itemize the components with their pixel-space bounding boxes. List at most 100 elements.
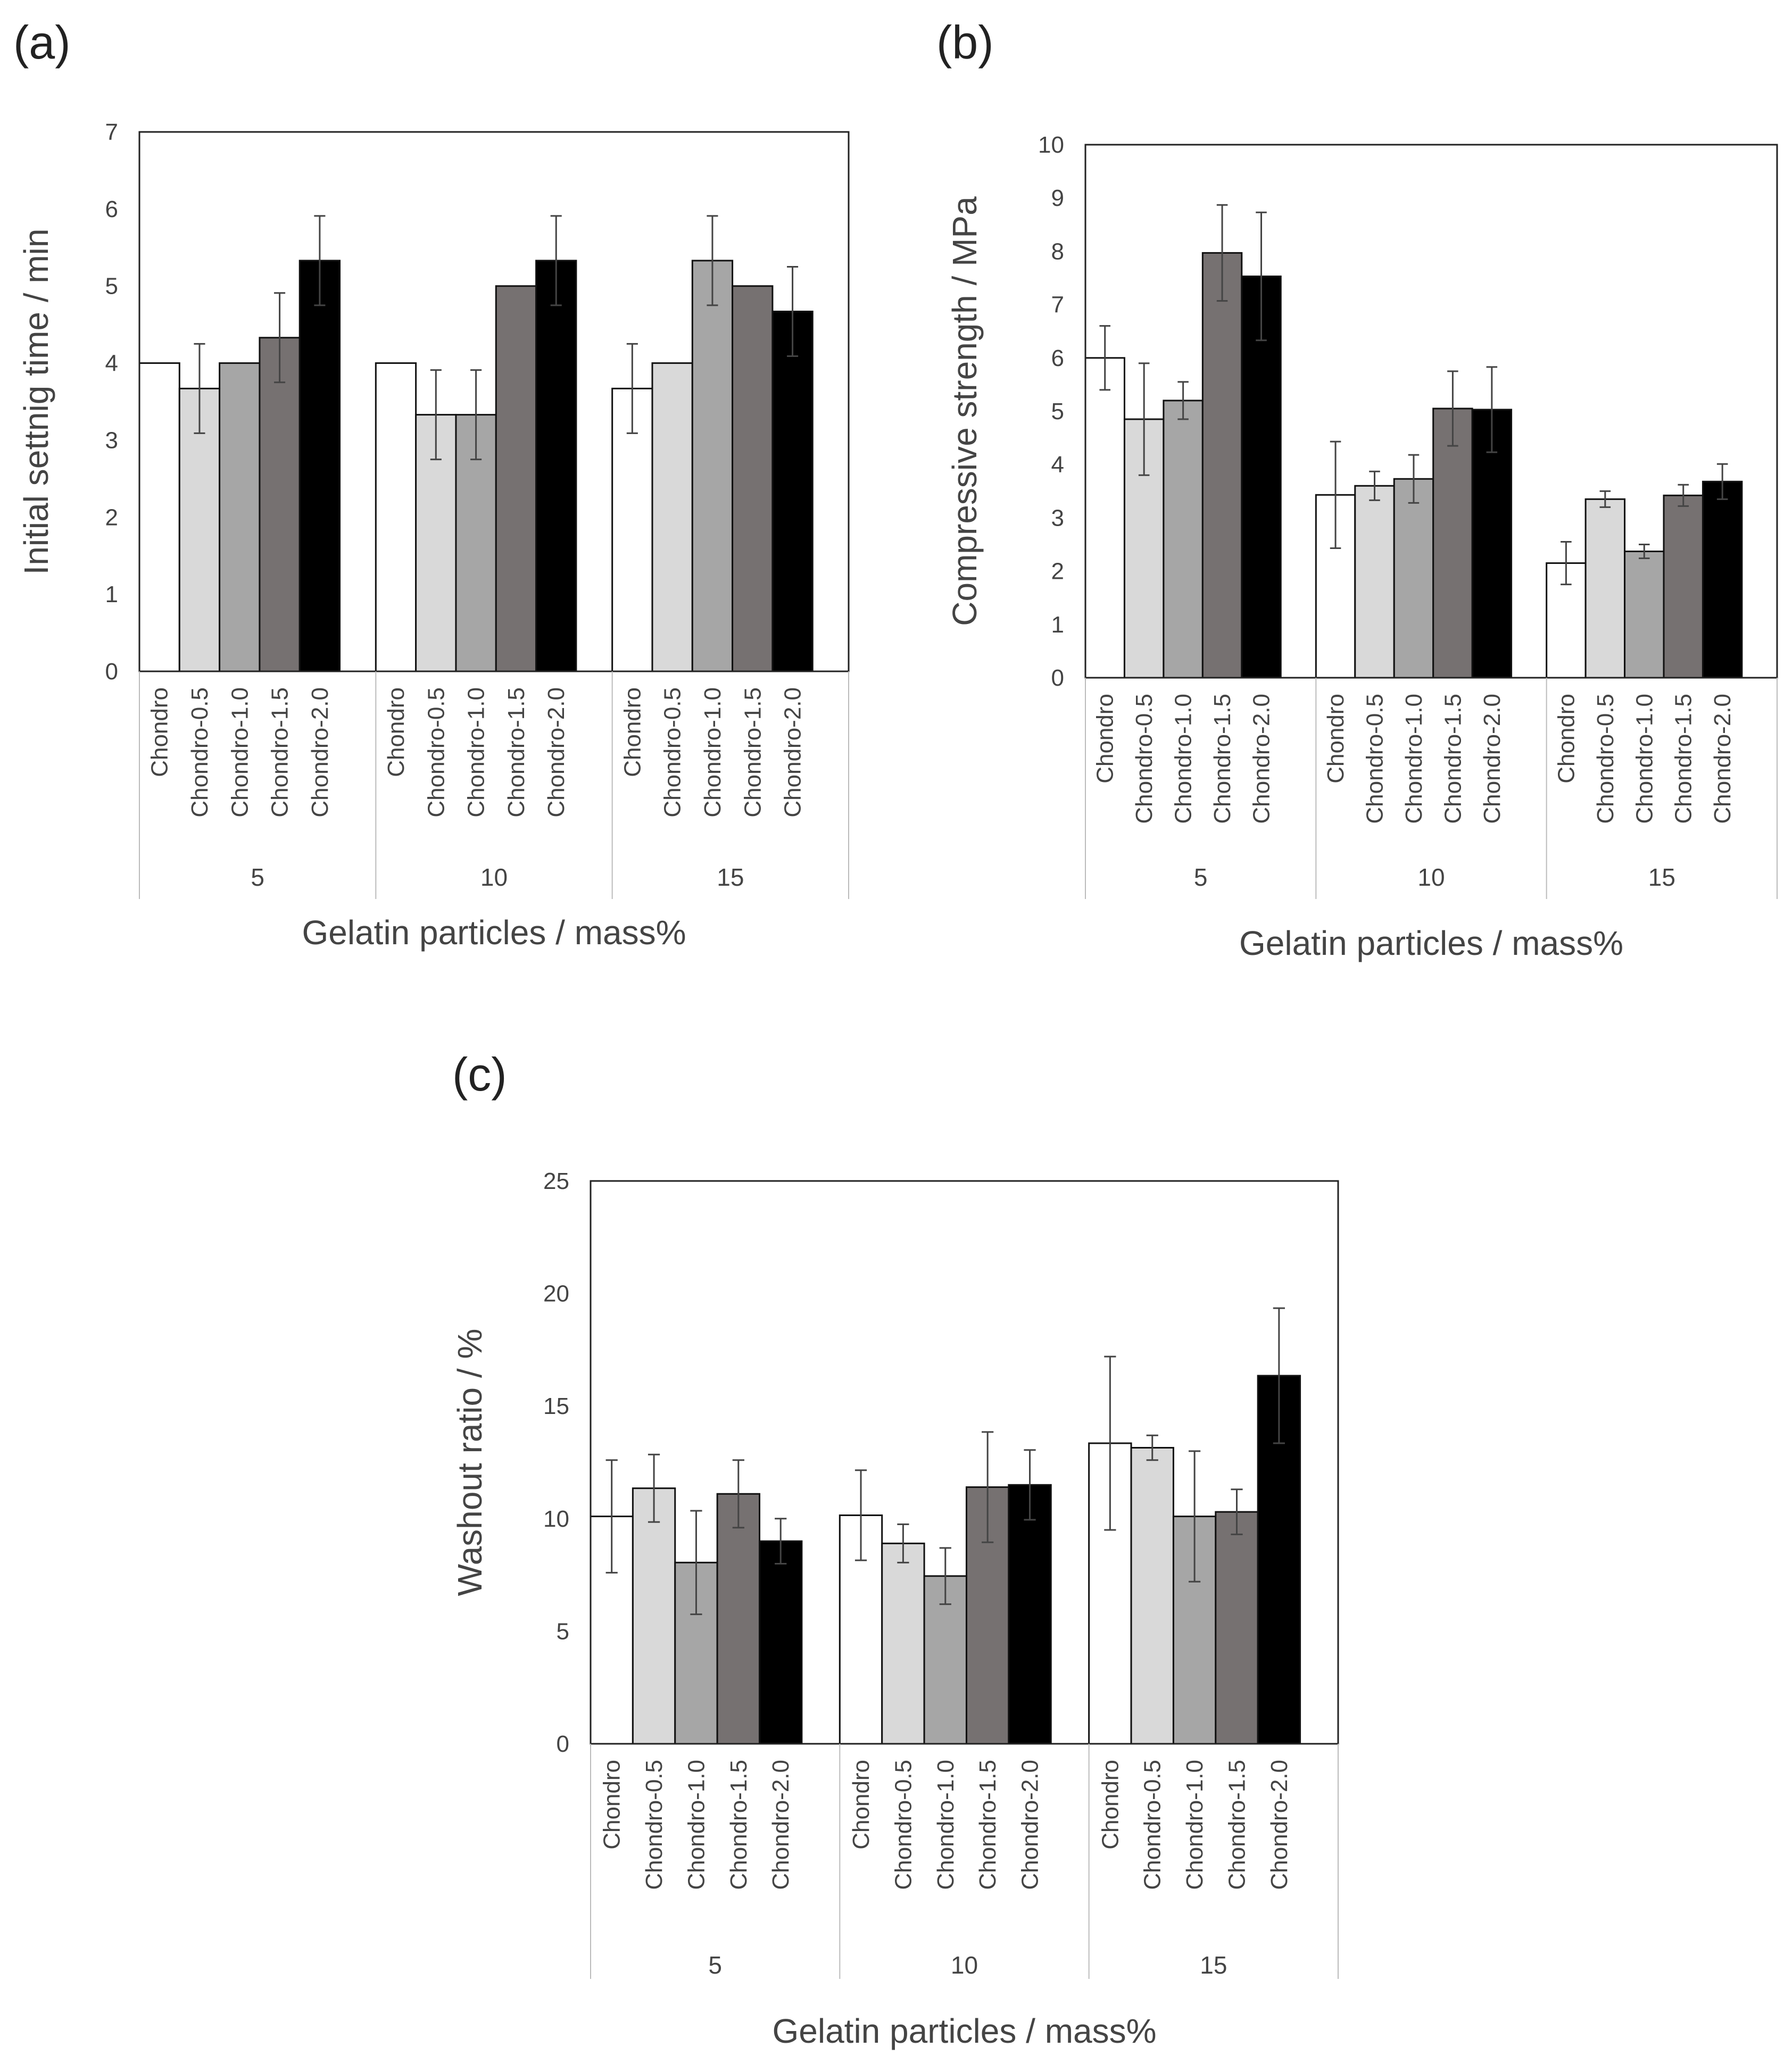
error-bar bbox=[1447, 370, 1458, 447]
error-bar bbox=[1231, 1488, 1243, 1535]
panel-c-label: (c) bbox=[452, 1048, 507, 1101]
y-tick-label: 1 bbox=[105, 581, 118, 608]
category-label: Chondro-0.5 bbox=[660, 687, 686, 818]
bar-15-chondro-0-5 bbox=[1130, 1446, 1174, 1745]
category-label: Chondro-1.5 bbox=[726, 1760, 752, 1890]
bar-10-chondro-2-0 bbox=[535, 260, 577, 672]
y-tick-label: 1 bbox=[1051, 612, 1064, 638]
bar-5-chondro-0-5 bbox=[178, 387, 221, 672]
error-bar bbox=[897, 1523, 909, 1563]
category-label: Chondro-2.0 bbox=[543, 687, 569, 818]
y-tick-label: 3 bbox=[105, 427, 118, 453]
category-label: Chondro-0.5 bbox=[1592, 694, 1619, 824]
y-tick-label: 7 bbox=[1051, 292, 1064, 318]
y-tick-label: 6 bbox=[105, 196, 118, 222]
bar-15-chondro-1-0 bbox=[691, 260, 734, 672]
group-label: 10 bbox=[951, 1951, 978, 1979]
error-bar bbox=[550, 215, 562, 306]
chart-b: 0 1 2 3 4 5 6 7 8 9 10 Chondro Chondro-0.5 Chondro-1.… bbox=[945, 132, 1778, 962]
y-tick-label: 20 bbox=[543, 1281, 569, 1307]
bar-10-chondro-1-5 bbox=[495, 285, 537, 672]
category-label: Chondro-1.0 bbox=[683, 1760, 709, 1890]
y-tick-label: 8 bbox=[1051, 238, 1064, 264]
error-bar bbox=[1138, 362, 1150, 476]
error-bar bbox=[1273, 1307, 1285, 1444]
category-label: Chondro-1.5 bbox=[1440, 694, 1466, 824]
error-bar bbox=[982, 1431, 994, 1543]
bar-10-chondro-2-0 bbox=[1008, 1484, 1052, 1745]
category-label: Chondro-2.0 bbox=[1266, 1760, 1292, 1890]
error-bar bbox=[274, 292, 286, 384]
category-label: Chondro-1.5 bbox=[503, 687, 529, 818]
category-label: Chondro bbox=[147, 687, 173, 777]
category-label: Chondro-2.0 bbox=[1710, 694, 1736, 824]
category-label: Chondro bbox=[1097, 1760, 1123, 1850]
panel-a: (a) 0 1 2 3 4 5 6 7 Chondro Chondro-0.5 Chondro-1.… bbox=[13, 16, 850, 952]
group-label: 15 bbox=[717, 863, 744, 891]
category-label: Chondro-0.5 bbox=[1362, 694, 1388, 824]
y-axis-title: Washout ratio / % bbox=[451, 1329, 489, 1596]
category-label: Chondro-1.0 bbox=[933, 1760, 959, 1890]
x-axis-title: Gelatin particles / mass% bbox=[772, 2012, 1156, 2050]
plot-frame bbox=[1084, 144, 1778, 679]
category-label: Chondro-1.0 bbox=[1401, 694, 1427, 824]
error-bar bbox=[605, 1459, 618, 1574]
bar-15-chondro-1-5 bbox=[732, 285, 774, 672]
group-label: 5 bbox=[708, 1951, 722, 1979]
y-axis-title: Compressive strength / MPa bbox=[945, 196, 984, 626]
chart-c: 0 5 10 15 20 25 Chondro Chondro-0.5 Chondro-1.0 C… bbox=[451, 1168, 1339, 2050]
bar-5-chondro-1-0 bbox=[1163, 400, 1204, 679]
y-tick-label: 2 bbox=[1051, 559, 1064, 585]
error-bar bbox=[1599, 490, 1611, 508]
error-bar bbox=[1146, 1434, 1158, 1461]
error-bar bbox=[787, 266, 799, 357]
bar-10-chondro-0-5 bbox=[1354, 485, 1395, 679]
error-bar bbox=[1024, 1449, 1036, 1521]
error-bar bbox=[707, 215, 718, 306]
category-label: Chondro bbox=[848, 1760, 874, 1850]
error-bar bbox=[314, 215, 326, 306]
bar-10-chondro-0-5 bbox=[881, 1542, 925, 1745]
category-label: Chondro bbox=[1323, 694, 1349, 784]
bar-5-chondro-1-0 bbox=[219, 362, 261, 672]
error-bar bbox=[1256, 211, 1267, 342]
category-label: Chondro-2.0 bbox=[1249, 694, 1275, 824]
category-label: Chondro-1.0 bbox=[700, 687, 726, 818]
plot-frame bbox=[590, 1180, 1339, 1745]
category-label: Chondro-0.5 bbox=[1140, 1760, 1166, 1890]
group-label: 5 bbox=[251, 863, 264, 891]
category-label: Chondro bbox=[383, 687, 409, 777]
bar-15-chondro-1-5 bbox=[1663, 494, 1704, 679]
category-label: Chondro-1.5 bbox=[1671, 694, 1697, 824]
bar-5-chondro bbox=[1084, 357, 1125, 679]
y-tick-label: 15 bbox=[543, 1393, 569, 1419]
category-label: Chondro-1.0 bbox=[1182, 1760, 1208, 1890]
error-bar bbox=[1561, 540, 1572, 586]
bar-5-chondro-2-0 bbox=[298, 260, 341, 672]
y-tick-label: 25 bbox=[543, 1168, 569, 1194]
category-label: Chondro-1.0 bbox=[1631, 694, 1657, 824]
error-bar bbox=[775, 1518, 787, 1565]
panel-b: (b) 0 1 2 3 4 5 6 7 8 9 10 Chondro Chondro-0.5 Chondr… bbox=[936, 16, 1778, 962]
error-bar bbox=[648, 1453, 660, 1523]
panel-c: (c) 0 5 10 15 20 25 Chondro Chondro-0.5 Chondro-… bbox=[451, 1048, 1339, 2050]
category-label: Chondro-1.0 bbox=[1171, 694, 1197, 824]
x-axis-title: Gelatin particles / mass% bbox=[1239, 924, 1623, 962]
category-label: Chondro bbox=[1553, 694, 1579, 784]
bar-15-chondro-2-0 bbox=[1702, 480, 1743, 679]
error-bar bbox=[1369, 470, 1380, 501]
bar-15-chondro-0-5 bbox=[1584, 498, 1626, 679]
category-label: Chondro-2.0 bbox=[1479, 694, 1505, 824]
y-axis-title: Initial settnig time / min bbox=[17, 229, 55, 575]
y-tick-label: 4 bbox=[105, 351, 118, 377]
category-label: Chondro-2.0 bbox=[780, 687, 806, 818]
bar-10-chondro-1-0 bbox=[1393, 478, 1434, 679]
error-bar bbox=[430, 369, 442, 461]
category-label: Chondro-0.5 bbox=[1131, 694, 1157, 824]
category-label: Chondro bbox=[599, 1760, 625, 1850]
error-bar bbox=[1099, 325, 1111, 391]
category-label: Chondro-0.5 bbox=[890, 1760, 916, 1890]
category-label: Chondro-1.0 bbox=[463, 687, 489, 818]
error-bar bbox=[470, 369, 482, 461]
